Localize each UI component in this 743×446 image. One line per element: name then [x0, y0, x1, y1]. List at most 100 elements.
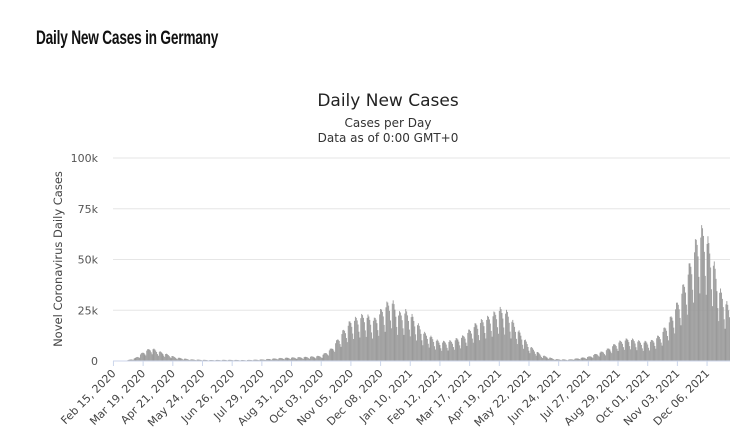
daily-case-bar: [529, 353, 531, 361]
daily-case-bar: [268, 359, 270, 361]
daily-case-bar: [371, 332, 373, 361]
daily-case-bar: [171, 356, 173, 361]
daily-case-bar: [324, 353, 326, 361]
daily-case-bar: [138, 357, 140, 361]
daily-case-bar: [184, 358, 186, 361]
daily-case-bar: [472, 342, 474, 361]
daily-case-bar: [460, 348, 462, 361]
daily-case-bar: [255, 359, 257, 361]
daily-case-bar: [279, 357, 281, 361]
daily-case-bar: [580, 357, 582, 361]
daily-case-bar: [597, 355, 599, 361]
daily-case-bar: [681, 293, 683, 361]
daily-case-bar: [655, 348, 657, 361]
daily-case-bar: [714, 268, 716, 361]
daily-case-bar: [586, 357, 588, 361]
daily-case-bar: [447, 350, 449, 361]
daily-case-bar: [601, 351, 603, 361]
daily-case-bar: [320, 357, 322, 361]
daily-case-bar: [630, 349, 632, 361]
daily-case-bar: [390, 320, 391, 361]
daily-case-bar: [662, 331, 664, 361]
daily-case-bar: [384, 331, 386, 361]
daily-case-bar: [535, 355, 537, 361]
daily-case-bar: [299, 357, 301, 361]
daily-case-bar: [683, 284, 685, 361]
daily-case-bar: [340, 346, 342, 361]
daily-case-bar: [347, 325, 349, 361]
daily-case-bar: [442, 342, 444, 361]
daily-case-bar: [129, 359, 131, 361]
daily-case-bar: [136, 357, 138, 361]
daily-case-bar: [222, 359, 224, 361]
daily-case-bar: [256, 359, 257, 361]
daily-case-bar: [267, 358, 269, 361]
daily-case-bar: [517, 331, 519, 361]
daily-case-bar: [537, 351, 539, 361]
daily-case-bar: [150, 352, 152, 361]
daily-case-bar: [463, 336, 465, 361]
daily-case-bar: [259, 359, 261, 361]
daily-case-bar: [159, 351, 161, 361]
daily-case-bar: [589, 356, 591, 361]
daily-case-bar: [721, 298, 723, 361]
daily-case-bar: [269, 359, 271, 361]
daily-case-bar: [666, 330, 668, 361]
daily-case-bar: [611, 353, 613, 361]
daily-case-bar: [652, 340, 654, 361]
daily-case-bar: [546, 357, 548, 361]
daily-case-bar: [355, 317, 357, 361]
daily-case-bar: [576, 358, 578, 361]
daily-case-bar: [643, 342, 645, 361]
daily-case-bar: [587, 356, 589, 361]
daily-case-bar: [672, 320, 674, 361]
daily-case-bar: [389, 310, 391, 361]
daily-case-bar: [668, 322, 670, 361]
daily-case-bar: [315, 358, 317, 361]
daily-case-bar: [162, 354, 164, 361]
daily-case-bar: [501, 312, 503, 361]
daily-case-bar: [578, 359, 580, 361]
daily-case-bar: [470, 331, 471, 361]
daily-case-bar: [274, 358, 276, 361]
daily-case-bar: [280, 357, 282, 361]
daily-case-bar: [128, 359, 130, 361]
daily-case-bar: [388, 305, 390, 361]
daily-case-bar: [705, 294, 707, 361]
daily-case-bar: [540, 355, 542, 361]
daily-case-bar: [309, 356, 311, 361]
daily-case-bar: [440, 348, 442, 361]
daily-case-bar: [687, 274, 689, 361]
y-tick-label: 25k: [78, 304, 99, 317]
daily-case-bar: [563, 359, 565, 361]
daily-case-bar: [156, 352, 158, 361]
daily-case-bar: [190, 359, 192, 361]
daily-case-bar: [634, 343, 636, 361]
daily-case-bar: [509, 331, 511, 361]
daily-case-bar: [488, 316, 489, 361]
daily-case-bar: [622, 347, 624, 361]
daily-case-bar: [702, 228, 704, 361]
daily-case-bar: [599, 352, 601, 361]
daily-case-bar: [303, 357, 305, 361]
daily-case-bar: [358, 331, 360, 361]
daily-case-bar: [181, 358, 183, 361]
daily-case-bar: [376, 323, 378, 361]
daily-case-bar: [619, 340, 621, 361]
daily-case-bar: [508, 322, 510, 361]
daily-case-bar: [708, 243, 710, 361]
daily-case-bar: [397, 334, 399, 361]
daily-case-bar: [507, 316, 509, 361]
daily-case-bar: [345, 338, 347, 361]
daily-case-bar: [282, 358, 283, 361]
daily-case-bar: [368, 316, 370, 361]
daily-case-bar: [640, 342, 641, 361]
daily-case-bar: [627, 340, 629, 361]
daily-case-bar: [336, 339, 338, 361]
daily-case-bar: [321, 357, 323, 361]
daily-case-bar: [433, 341, 435, 361]
daily-case-bar: [314, 357, 316, 361]
daily-case-bar: [602, 351, 604, 361]
y-axis-label: Novel Coronavirus Daily Cases: [51, 171, 65, 347]
daily-case-bar: [341, 334, 343, 361]
